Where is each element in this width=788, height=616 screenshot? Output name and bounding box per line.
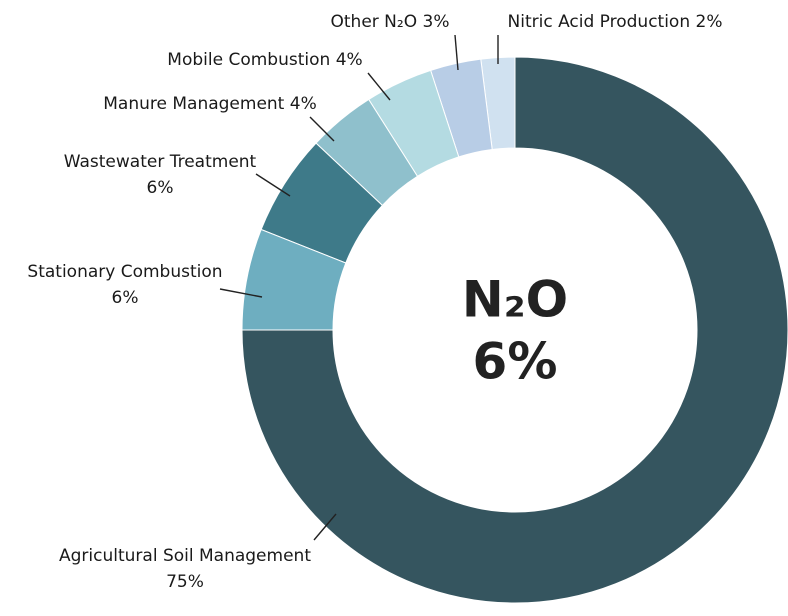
leader-line [255,173,291,197]
donut-slice [430,58,493,158]
slice-value-label: 2% [696,12,723,32]
center-title: N₂O [462,271,568,329]
slice-label-group: Manure Management 4% [103,94,317,114]
leader-line [454,34,459,71]
slice-label: Agricultural Soil Management [59,546,311,566]
leader-line [313,513,337,541]
leader-line [309,116,335,142]
donut-slice [260,142,384,264]
slice-label-group: Nitric Acid Production 2% [508,12,723,32]
slice-label: Manure Management [103,94,284,114]
slice-label: Mobile Combustion [167,50,330,70]
donut-slice [241,56,788,604]
leader-line [367,72,391,101]
leader-line [219,288,263,298]
center-value: 6% [473,333,558,391]
slice-value-label: 4% [290,94,317,114]
slice-value-label: 6% [112,288,139,308]
slice-value-label: 4% [336,50,363,70]
slice-value-label: 3% [423,12,450,32]
slice-label: Stationary Combustion [27,262,222,282]
donut-slice [315,98,419,207]
slice-value-label: 6% [147,178,174,198]
slice-label: Nitric Acid Production [508,12,691,32]
donut-slice [241,228,347,331]
donut-slice [368,69,460,178]
slice-label-group: Mobile Combustion 4% [167,50,362,70]
slice-label-group: Other N₂O 3% [331,12,450,32]
slice-value-label: 75% [166,572,204,592]
slice-label: Other N₂O [331,12,418,32]
leader-lines [219,34,499,541]
slice-label: Wastewater Treatment [64,152,257,172]
